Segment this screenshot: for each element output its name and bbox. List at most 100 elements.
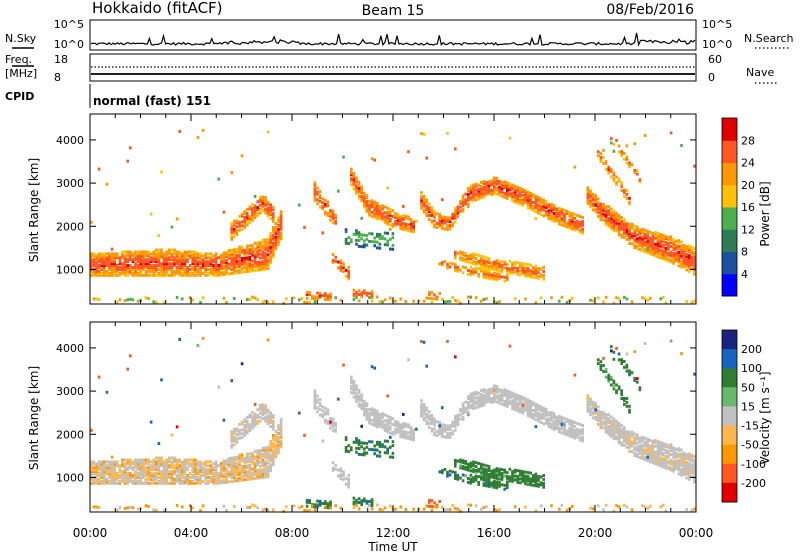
power-cell (139, 254, 142, 258)
power-cell (672, 248, 675, 252)
velocity-cell (181, 468, 184, 472)
velocity-cell (516, 476, 519, 480)
power-cell (485, 262, 488, 266)
power-cell (347, 242, 350, 246)
velocity-cell (607, 419, 610, 423)
power-ytick-1: 2000 (56, 220, 84, 233)
velocity-cell (365, 501, 369, 505)
power-cell (394, 299, 397, 303)
power-cell (625, 237, 629, 241)
power-cell (638, 180, 642, 184)
velocity-cell (103, 475, 106, 479)
power-cell (178, 271, 181, 275)
power-cell (355, 190, 358, 194)
velocity-cell (558, 507, 561, 511)
velocity-cell (178, 468, 181, 472)
velocity-cell (160, 458, 163, 462)
velocity-cell (90, 460, 93, 464)
power-cell (248, 252, 252, 256)
velocity-cell (331, 417, 335, 421)
velocity-cell (259, 419, 262, 423)
velocity-cell (175, 470, 179, 474)
power-cell (581, 223, 584, 227)
power-cell (649, 250, 652, 254)
power-cell (175, 217, 179, 221)
velocity-cell (246, 421, 249, 425)
velocity-cell (214, 474, 218, 477)
power-cell (539, 197, 543, 201)
power-cell (162, 271, 166, 275)
velocity-cell (170, 472, 174, 476)
velocity-cell (368, 415, 371, 419)
velocity-cell (534, 509, 538, 513)
power-cell (493, 260, 496, 264)
velocity-cell (116, 464, 119, 468)
velocity-cell (493, 483, 496, 487)
velocity-cell (363, 497, 366, 501)
power-cell (513, 184, 517, 188)
power-cell (441, 217, 444, 221)
power-cell (209, 258, 213, 262)
velocity-cell (209, 475, 213, 479)
velocity-cell (162, 475, 166, 479)
power-cell (659, 256, 662, 260)
velocity-cell (381, 425, 384, 429)
velocity-cell (329, 416, 332, 420)
power-cell (186, 260, 189, 264)
velocity-cell (623, 437, 626, 441)
power-cell (469, 190, 473, 194)
velocity-cell (251, 422, 254, 426)
power-cell (568, 212, 571, 216)
velocity-cell (560, 419, 564, 423)
velocity-cell (441, 406, 444, 410)
power-cell (662, 237, 665, 241)
power-cell (620, 154, 623, 158)
velocity-cell (602, 412, 605, 416)
velocity-cell (495, 390, 499, 394)
velocity-cell (602, 356, 605, 360)
velocity-cell (482, 483, 486, 487)
power-cell (474, 268, 478, 272)
velocity-cell (435, 420, 439, 424)
power-cell (253, 194, 257, 198)
velocity-cell (248, 475, 252, 479)
power-cell (129, 267, 132, 271)
velocity-cell (456, 423, 460, 427)
velocity-cell (347, 485, 350, 489)
velocity-cell (389, 431, 392, 435)
velocity-cell (597, 413, 600, 417)
power-cell (160, 264, 163, 268)
power-cell (144, 254, 148, 258)
power-cell (191, 250, 194, 254)
velocity-cell (103, 460, 106, 464)
velocity-cell (248, 460, 252, 464)
power-cell (157, 233, 161, 237)
power-cell (464, 200, 467, 204)
velocity-cell (597, 418, 600, 422)
power-cell (246, 268, 249, 272)
power-cell (617, 150, 621, 154)
velocity-cell (196, 477, 200, 481)
velocity-cell (477, 401, 480, 405)
power-cell (545, 209, 548, 213)
power-cell (136, 266, 140, 269)
velocity-cell (331, 425, 335, 429)
power-cell (272, 241, 275, 245)
power-cell (131, 266, 135, 269)
power-cell (594, 207, 597, 211)
velocity-cell (207, 464, 210, 468)
velocity-cell (464, 467, 467, 471)
velocity-cell (391, 444, 395, 448)
velocity-cell (617, 433, 621, 437)
velocity-cell (433, 417, 436, 421)
power-cell (378, 210, 382, 214)
velocity-cell (545, 421, 548, 425)
velocity-cell (581, 424, 584, 428)
power-cell (178, 262, 181, 266)
power-cell (253, 261, 257, 265)
power-cell (368, 211, 371, 215)
velocity-cell (420, 340, 423, 344)
power-cell (305, 296, 309, 300)
power-cell (617, 225, 621, 229)
power-cell (469, 295, 473, 299)
